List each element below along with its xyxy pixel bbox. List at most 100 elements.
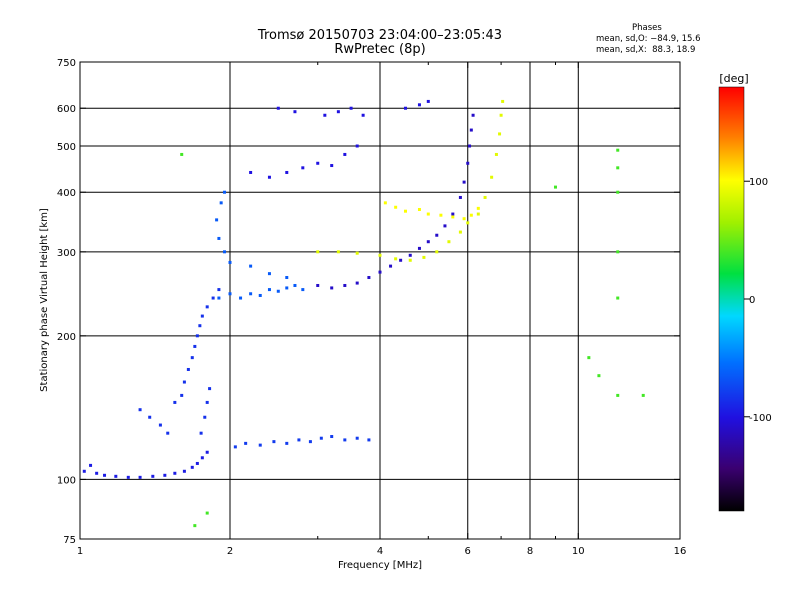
data-point [316,161,320,165]
data-point [223,190,227,194]
data-point [276,106,280,110]
x-tick-label: 2 [227,546,233,557]
data-point [469,213,473,217]
data-point [205,511,209,515]
y-tick-label: 100 [57,475,76,486]
y-tick-label: 200 [57,332,76,343]
data-point [301,166,305,170]
data-point [361,113,365,117]
y-tick-label: 75 [63,535,76,546]
data-point [114,474,118,478]
data-point [219,201,223,205]
data-point [471,113,475,117]
x-tick-label: 6 [465,546,471,557]
data-point [389,264,393,268]
data-point [217,288,221,292]
data-point [462,180,466,184]
data-point [330,435,334,439]
data-point [435,233,439,237]
data-point [343,438,347,442]
data-point [203,415,207,419]
data-point [249,264,253,268]
data-point [355,281,359,285]
data-point [82,469,86,473]
data-points [82,99,645,528]
data-point [476,212,480,216]
data-point [469,128,473,132]
data-point [399,258,403,262]
data-point [426,212,430,216]
data-point [498,132,502,136]
data-point [217,236,221,240]
data-point [378,270,382,274]
data-point [138,475,142,479]
data-point [285,441,289,445]
data-point [336,250,340,254]
data-point [199,431,203,435]
data-point [323,113,327,117]
x-tick-label: 16 [674,546,687,557]
data-point [228,292,232,296]
data-point [166,431,170,435]
data-point [501,99,505,103]
chart-subtitle: RwPretec (8p) [334,42,426,57]
data-point [95,471,99,475]
data-point [494,152,498,156]
data-point [451,215,455,219]
data-point [330,286,334,290]
data-point [417,207,421,211]
data-point [408,253,412,257]
data-point [308,440,312,444]
data-point [285,286,289,290]
data-point [403,209,407,213]
data-point [208,387,212,391]
x-tick-label: 10 [572,546,585,557]
data-point [483,195,487,199]
data-point [285,170,289,174]
data-point [200,456,204,460]
x-tick-label: 8 [527,546,533,557]
data-point [151,474,155,478]
colorbar-tick-label: 100 [749,177,768,188]
data-point [205,400,209,404]
y-tick-label: 750 [57,58,76,69]
data-point [355,436,359,440]
data-point [301,288,305,292]
data-point [616,166,620,170]
data-point [193,524,197,528]
data-point [239,296,243,300]
data-point [190,356,194,360]
data-point [138,408,142,412]
data-point [417,246,421,250]
x-tick-label: 1 [77,546,83,557]
data-point [272,440,276,444]
data-point [466,221,470,225]
data-point [158,423,162,427]
data-point [394,257,398,261]
data-point [355,251,359,255]
data-point [180,152,184,156]
data-point [426,240,430,244]
data-point [367,438,371,442]
data-point [293,110,297,114]
data-point [403,106,407,110]
phases-label: Phases [632,23,662,33]
data-point [258,443,262,447]
data-point [343,152,347,156]
colorbar [718,86,745,512]
data-point [215,218,219,222]
data-point [163,473,167,477]
data-point [267,175,271,179]
data-point [468,144,472,148]
data-point [195,461,199,465]
data-point [616,250,620,254]
data-point [336,110,340,114]
data-point [316,250,320,254]
data-point [330,164,334,168]
stats-o-mode: mean, sd,O: −84.9, 15.6 [596,34,701,44]
data-point [205,450,209,454]
data-point [249,292,253,296]
data-point [217,296,221,300]
data-point [408,258,412,262]
